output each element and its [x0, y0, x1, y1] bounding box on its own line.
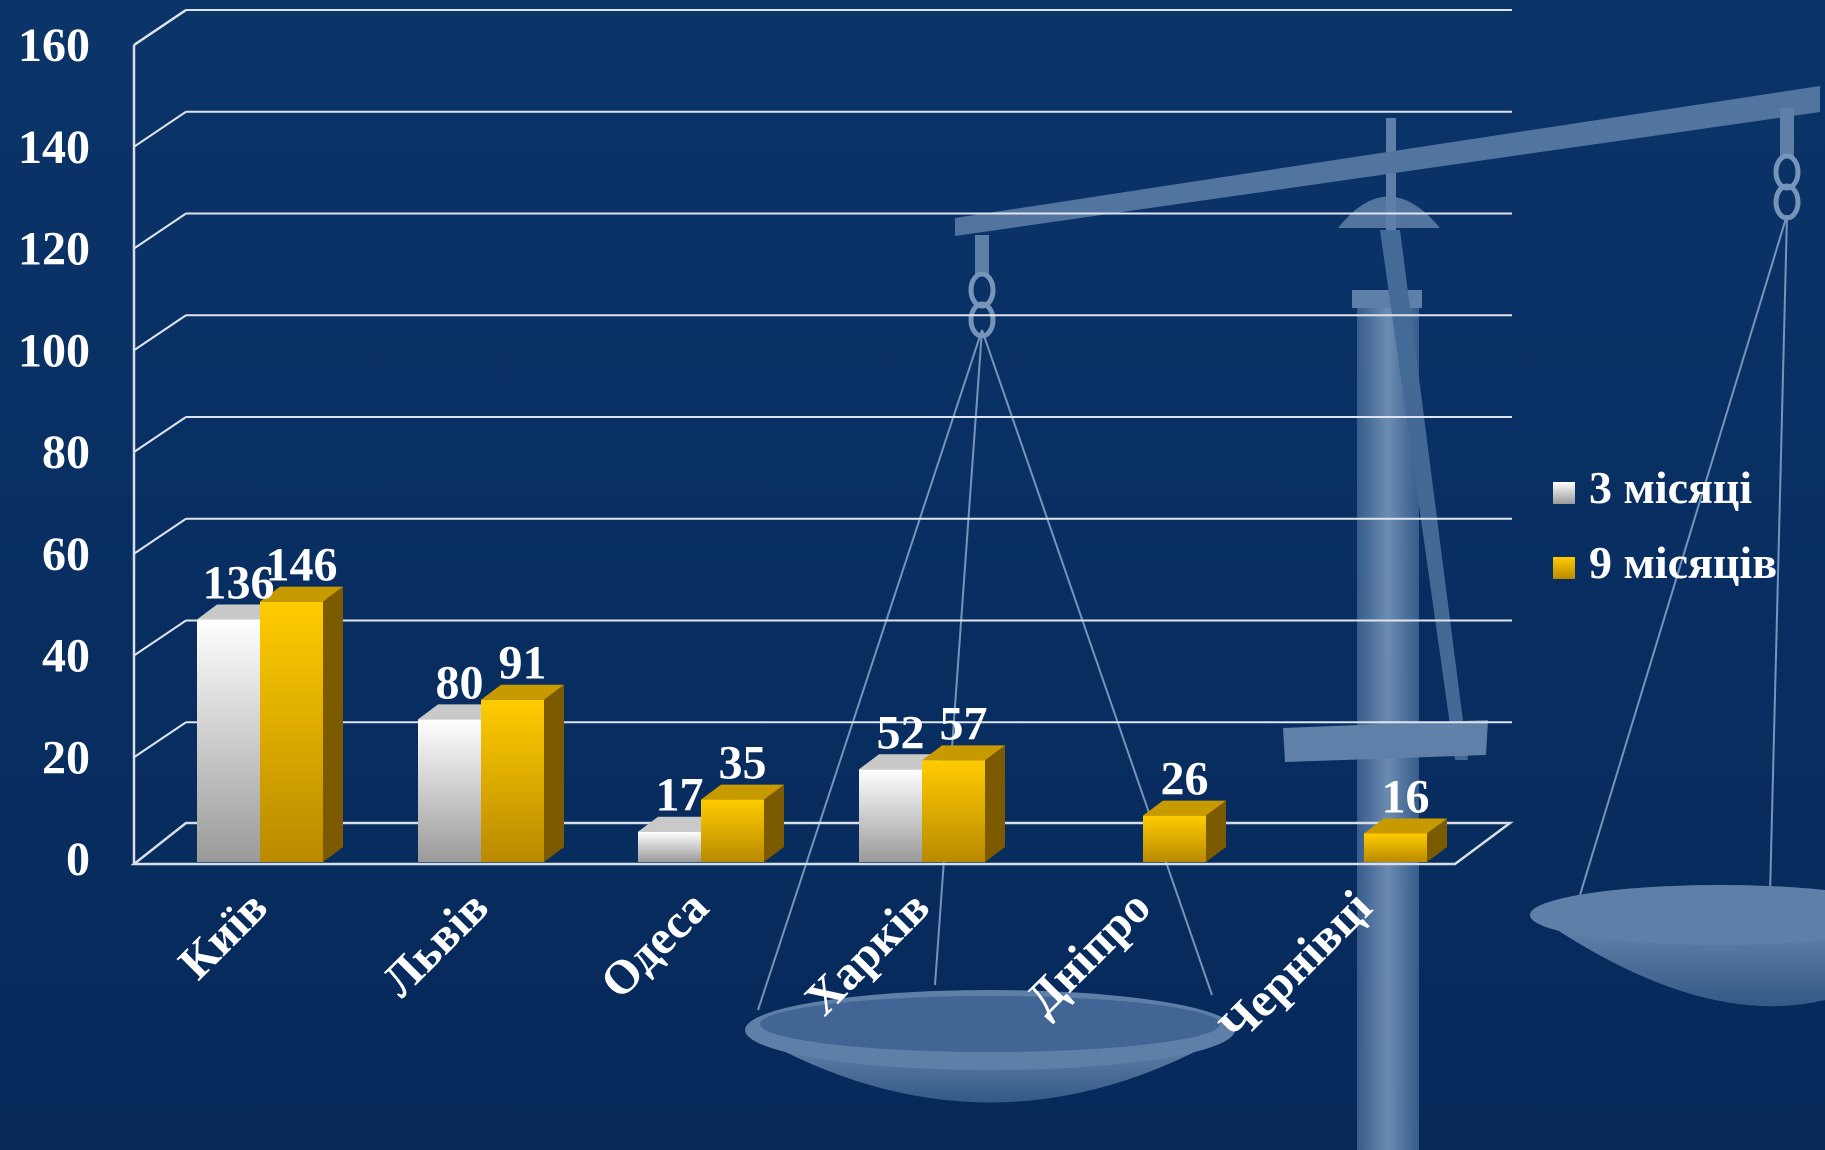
- legend-swatch: [1553, 557, 1575, 579]
- gridline-side: [133, 110, 187, 148]
- bars-layer: [197, 586, 1447, 862]
- gridline-side: [133, 517, 187, 555]
- bar-side: [1427, 818, 1447, 862]
- data-label: 57: [940, 697, 988, 750]
- data-label: 91: [499, 637, 547, 690]
- bar: [1143, 815, 1206, 862]
- bar: [1364, 833, 1427, 862]
- y-tick-label: 80: [42, 426, 90, 479]
- data-label: 26: [1161, 753, 1209, 806]
- y-tick-label: 140: [18, 121, 90, 174]
- y-tick-label: 0: [66, 833, 90, 886]
- bar-top: [418, 704, 501, 720]
- gridline-side: [133, 721, 187, 759]
- legend: 3 місяці 9 місяців: [1553, 462, 1777, 588]
- y-tick-label: 120: [18, 223, 90, 276]
- bar-top: [197, 604, 280, 620]
- bar: [481, 699, 544, 862]
- gridline-side: [133, 314, 187, 352]
- bar-top: [859, 754, 942, 770]
- data-label: 146: [266, 539, 338, 592]
- bar: [418, 719, 481, 862]
- data-label: 16: [1382, 770, 1430, 823]
- gridline-side: [133, 212, 187, 250]
- y-tick-label: 100: [18, 324, 90, 377]
- bar: [922, 760, 985, 862]
- data-label: 17: [656, 769, 704, 822]
- bar-top: [1143, 800, 1226, 816]
- bar-top: [1364, 818, 1447, 834]
- gridlines: [133, 9, 1512, 759]
- bar-side: [764, 784, 784, 862]
- bar-top: [260, 586, 343, 602]
- y-tick-label: 60: [42, 528, 90, 581]
- bar: [638, 831, 701, 862]
- bar: [859, 769, 922, 862]
- legend-entry: 3 місяці: [1589, 462, 1752, 513]
- bar: [197, 619, 260, 862]
- y-tick-label: 20: [42, 731, 90, 784]
- bar-side: [985, 745, 1005, 862]
- bar-top: [701, 784, 784, 800]
- bar-side: [1206, 800, 1226, 862]
- y-tick-label: 40: [42, 630, 90, 683]
- data-label: 52: [877, 706, 925, 759]
- scales-of-justice-illustration: [745, 86, 1825, 1150]
- data-label: 136: [203, 557, 275, 610]
- gridline-side: [133, 9, 187, 46]
- legend-swatch: [1553, 482, 1575, 504]
- gridline-side: [133, 416, 187, 453]
- chart-floor: [130, 821, 1514, 866]
- bar-side: [544, 684, 564, 862]
- data-label: 80: [436, 656, 484, 709]
- data-label: 35: [719, 737, 767, 790]
- bar: [260, 601, 323, 862]
- bar-side: [323, 586, 343, 862]
- bar: [701, 799, 764, 862]
- legend-entry: 9 місяців: [1589, 537, 1777, 588]
- bar-top: [638, 816, 721, 832]
- bar-top: [922, 745, 1005, 761]
- bar-top: [481, 684, 564, 700]
- y-tick-label: 160: [18, 19, 90, 72]
- chart-axes: 0 20 40 60 80 100 120 140 160: [18, 8, 1514, 886]
- gridline-side: [133, 619, 187, 657]
